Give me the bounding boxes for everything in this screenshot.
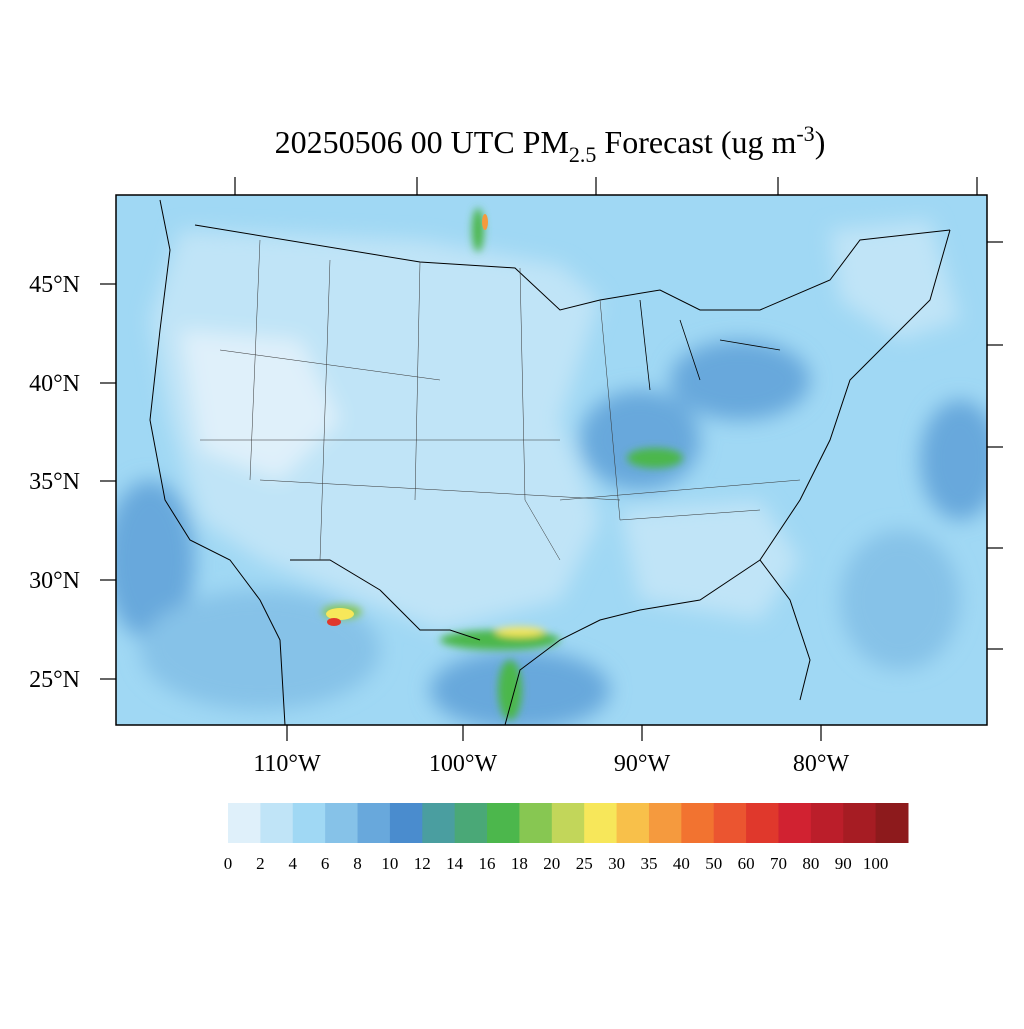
colorbar-label: 8 bbox=[353, 854, 362, 873]
colorbar-label: 25 bbox=[576, 854, 593, 873]
lat-label: 45°N bbox=[29, 272, 80, 298]
colorbar-label: 35 bbox=[640, 854, 657, 873]
lon-label: 80°W bbox=[793, 751, 850, 777]
colorbar-label: 18 bbox=[511, 854, 528, 873]
colorbar-label: 100 bbox=[863, 854, 889, 873]
title-main: 20250506 00 UTC PM bbox=[275, 124, 569, 160]
colorbar-label: 50 bbox=[705, 854, 722, 873]
map-title: 20250506 00 UTC PM2.5 Forecast (ug m-3) bbox=[275, 121, 826, 167]
colorbar-box bbox=[746, 803, 779, 843]
colorbar-label: 70 bbox=[770, 854, 787, 873]
pm25-field bbox=[116, 195, 987, 725]
colorbar-label: 14 bbox=[446, 854, 464, 873]
colorbar-box bbox=[648, 803, 682, 843]
colorbar-box bbox=[487, 803, 520, 843]
colorbar-box bbox=[228, 803, 261, 843]
colorbar-label: 90 bbox=[835, 854, 852, 873]
title-sub: 2.5 bbox=[569, 142, 597, 167]
lon-label: 90°W bbox=[614, 751, 671, 777]
colorbar-box bbox=[357, 803, 391, 843]
colorbar-label: 12 bbox=[414, 854, 431, 873]
colorbar-box bbox=[389, 803, 423, 843]
map-frame bbox=[115, 194, 988, 726]
colorbar-label: 30 bbox=[608, 854, 625, 873]
colorbar-box bbox=[454, 803, 488, 843]
colorbar-box bbox=[843, 803, 877, 843]
colorbar-box bbox=[616, 803, 650, 843]
colorbar-label: 6 bbox=[321, 854, 330, 873]
colorbar-box bbox=[292, 803, 326, 843]
title-end: ) bbox=[815, 124, 826, 160]
colorbar-box bbox=[810, 803, 844, 843]
colorbar-box bbox=[681, 803, 715, 843]
colorbar-box bbox=[422, 803, 456, 843]
colorbar-label: 16 bbox=[479, 854, 496, 873]
colorbar-box bbox=[875, 803, 909, 843]
colorbar-label: 60 bbox=[738, 854, 755, 873]
map-axes: 45°N 40°N 35°N 30°N 25°N 110°W 100°W 90°W 80°W bbox=[29, 177, 1003, 777]
lat-label: 30°N bbox=[29, 568, 80, 594]
lon-label: 100°W bbox=[429, 751, 498, 777]
colorbar-label: 20 bbox=[543, 854, 560, 873]
title-mid: Forecast (ug m bbox=[596, 124, 796, 160]
colorbar-box bbox=[551, 803, 585, 843]
colorbar-box bbox=[778, 803, 812, 843]
lat-label: 40°N bbox=[29, 371, 80, 397]
colorbar: 0 2 4 6 8 10 12 14 16 18 20 25 30 35 40 50 60 70 80 90 100 bbox=[224, 803, 909, 873]
lat-label: 25°N bbox=[29, 667, 80, 693]
colorbar-box bbox=[260, 803, 294, 843]
colorbar-label: 2 bbox=[256, 854, 265, 873]
colorbar-label: 0 bbox=[224, 854, 233, 873]
colorbar-label: 40 bbox=[673, 854, 690, 873]
colorbar-box bbox=[519, 803, 553, 843]
colorbar-label: 4 bbox=[289, 854, 298, 873]
lat-label: 35°N bbox=[29, 469, 80, 495]
title-sup: -3 bbox=[796, 121, 814, 146]
colorbar-label: 80 bbox=[802, 854, 819, 873]
colorbar-box bbox=[713, 803, 747, 843]
lon-label: 110°W bbox=[253, 751, 321, 777]
colorbar-box bbox=[584, 803, 618, 843]
colorbar-box bbox=[325, 803, 359, 843]
colorbar-label: 10 bbox=[381, 854, 398, 873]
